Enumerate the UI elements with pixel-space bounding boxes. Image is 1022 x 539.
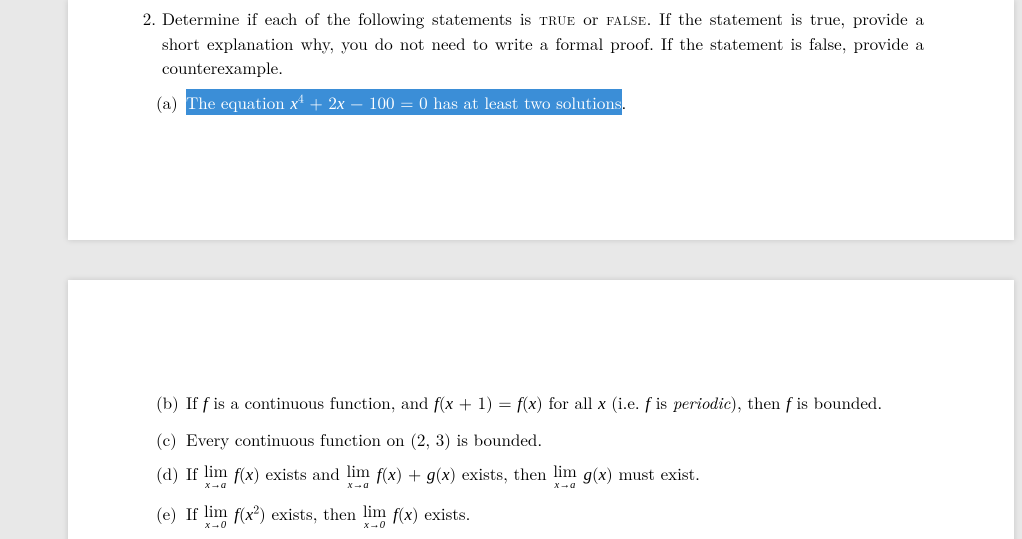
part-a: (a) The equation x4 + 2x − 100 = 0 has a… [156, 90, 924, 117]
b-t3: (i.e. [606, 390, 646, 414]
d-t4: must exist. [613, 461, 700, 485]
b-lhs3: x [446, 394, 454, 413]
question-prompt: Determine if each of the following state… [162, 6, 924, 80]
part-d-label: (d) [156, 461, 186, 486]
b-rhs2: ( [522, 390, 529, 414]
lim-word: lim [204, 462, 228, 479]
page-bottom: (b) If f is a continuous function, and f… [68, 280, 1014, 539]
d-fx1: f [234, 465, 239, 484]
part-d: (d) If limx→a f(x) exists and limx→a f(x… [156, 461, 924, 491]
limit-icon: limx→a [553, 462, 577, 492]
e-t2: exists, then [266, 501, 362, 525]
rest: − 100 = 0 has at least two solutions [344, 90, 621, 114]
part-e-body: If limx→0 f(x2) exists, then limx→0 f(x)… [186, 501, 924, 531]
lim-sub3: x→a [553, 480, 577, 492]
limit-icon: limx→a [204, 462, 228, 492]
b-t5: ), then [730, 390, 786, 414]
part-a-label: (a) [156, 90, 186, 115]
b-lhs4: + 1) = [453, 390, 517, 414]
e-t3: exists. [419, 501, 471, 525]
prompt-pre: Determine if each of the following state… [162, 6, 539, 30]
page-top-content: 2. Determine if each of the following st… [128, 6, 924, 119]
limit-icon: limx→a [346, 462, 370, 492]
page-bottom-content: (b) If f is a continuous function, and f… [128, 380, 924, 534]
limit-icon: limx→0 [363, 502, 387, 532]
part-c: (c) Every continuous function on (2, 3) … [156, 427, 924, 452]
e-t1: If [186, 501, 203, 525]
part-d-body: If limx→a f(x) exists and limx→a f(x) + … [186, 461, 924, 491]
part-a-body[interactable]: The equation x4 + 2x − 100 = 0 has at le… [186, 90, 924, 117]
b-t6: is bounded. [791, 390, 882, 414]
part-a-tail: . [622, 90, 627, 114]
b-t2: is a continuous function, and [208, 390, 434, 414]
x1: x [290, 94, 298, 113]
b-xvar: x [598, 394, 606, 413]
lim-word3: lim [553, 462, 577, 479]
limit-icon: limx→0 [204, 502, 228, 532]
part-b-label: (b) [156, 390, 186, 415]
b-lhs2: ( [439, 390, 446, 414]
or-text: or [575, 6, 606, 30]
b-periodic: periodic [673, 390, 731, 414]
true-smallcaps: true [539, 6, 575, 30]
d-t2: exists and [260, 461, 346, 485]
b-rhs4: ) for all [536, 390, 598, 414]
lim-sub: x→a [204, 480, 228, 492]
part-e-label: (e) [156, 501, 186, 526]
question-2: 2. Determine if each of the following st… [128, 6, 924, 80]
b-t1: If [186, 390, 203, 414]
false-smallcaps: false [606, 6, 646, 30]
lim-word5: lim [363, 502, 387, 519]
part-a-highlight[interactable]: The equation x4 + 2x − 100 = 0 has at le… [186, 89, 622, 115]
part-b: (b) If f is a continuous function, and f… [156, 390, 924, 417]
d-t3: exists, then [456, 461, 552, 485]
lim-sub2: x→a [346, 480, 370, 492]
viewport: { "question": { "number": "2.", "prompt_… [0, 0, 1022, 539]
part-a-pre: The equation [186, 90, 290, 114]
part-b-body: If f is a continuous function, and f(x +… [186, 390, 924, 417]
lim-sub4: x→0 [204, 520, 228, 532]
d-t1: If [186, 461, 203, 485]
plus2: + 2 [304, 90, 337, 114]
part-e: (e) If limx→0 f(x2) exists, then limx→0 … [156, 501, 924, 531]
lim-word2: lim [346, 462, 370, 479]
part-c-label: (c) [156, 427, 186, 452]
b-t4: is [650, 390, 673, 414]
page-top: 2. Determine if each of the following st… [68, 0, 1014, 240]
lim-word4: lim [204, 502, 228, 519]
lim-sub5: x→0 [363, 520, 387, 532]
question-number: 2. [128, 6, 162, 31]
part-c-body: Every continuous function on (2, 3) is b… [186, 427, 924, 452]
